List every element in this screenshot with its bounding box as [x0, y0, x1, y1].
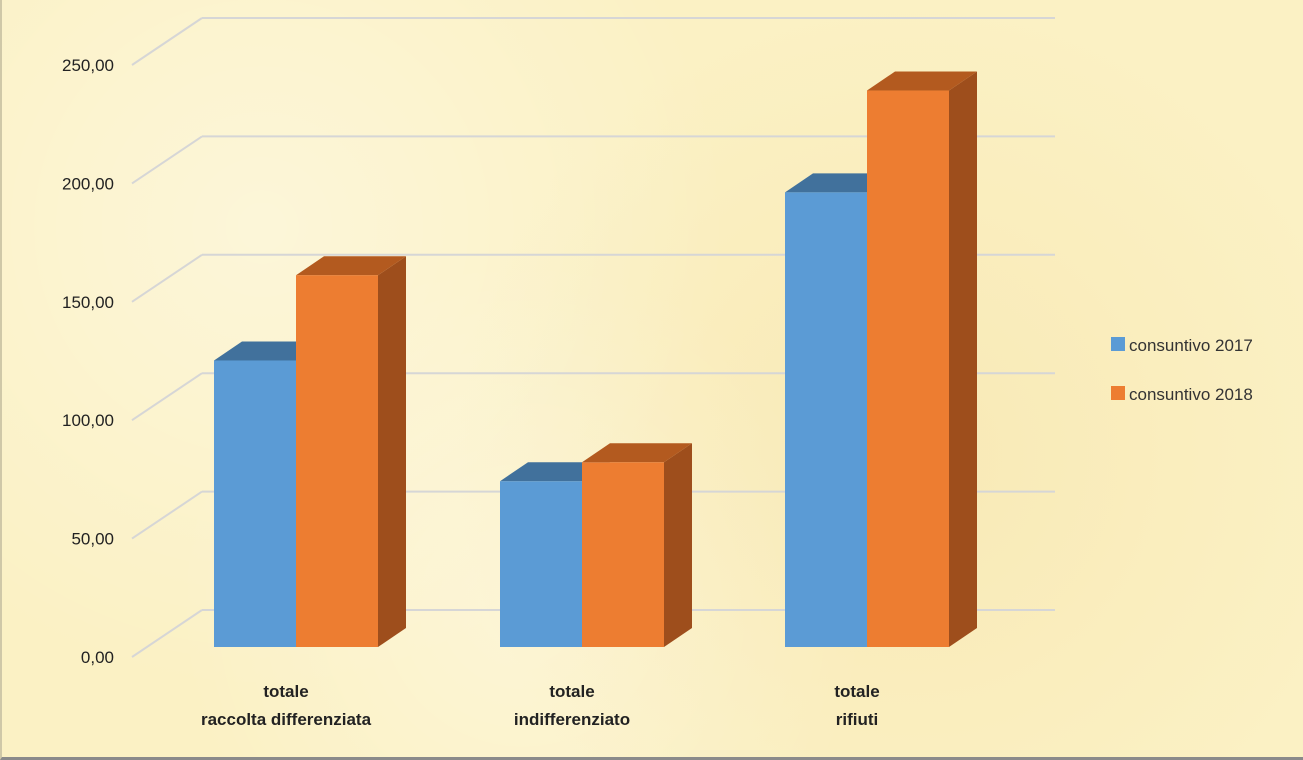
legend-label: consuntivo 2017: [1129, 336, 1253, 355]
legend-label: consuntivo 2018: [1129, 385, 1253, 404]
gridline-side: [131, 253, 203, 303]
bar-side: [949, 71, 977, 647]
x-tick-label: indifferenziato: [514, 710, 630, 729]
bar: [867, 90, 949, 647]
bar: [785, 192, 867, 647]
y-tick-label: 0,00: [81, 648, 114, 667]
gridline-side: [131, 490, 203, 540]
bar-side: [378, 256, 406, 647]
legend-swatch: [1111, 386, 1125, 400]
bar: [214, 360, 296, 647]
bar-top: [296, 256, 406, 276]
x-tick-label: rifiuti: [836, 710, 879, 729]
bar: [582, 462, 664, 647]
y-tick-label: 200,00: [62, 174, 114, 193]
gridline-side: [131, 135, 203, 185]
x-tick-label: raccolta differenziata: [201, 710, 372, 729]
bar: [500, 481, 582, 647]
bar-top: [867, 71, 977, 91]
bar: [296, 275, 378, 647]
gridline-side: [131, 17, 203, 66]
y-tick-label: 250,00: [62, 56, 114, 75]
x-tick-label: totale: [549, 682, 594, 701]
y-tick-label: 150,00: [62, 293, 114, 312]
gridline-side: [131, 372, 203, 422]
bar-side: [664, 443, 692, 647]
x-tick-label: totale: [834, 682, 879, 701]
legend-swatch: [1111, 337, 1125, 351]
y-tick-label: 100,00: [62, 411, 114, 430]
y-tick-label: 50,00: [71, 530, 114, 549]
gridline-side: [131, 609, 203, 658]
bar-top: [582, 443, 692, 463]
x-tick-label: totale: [263, 682, 308, 701]
